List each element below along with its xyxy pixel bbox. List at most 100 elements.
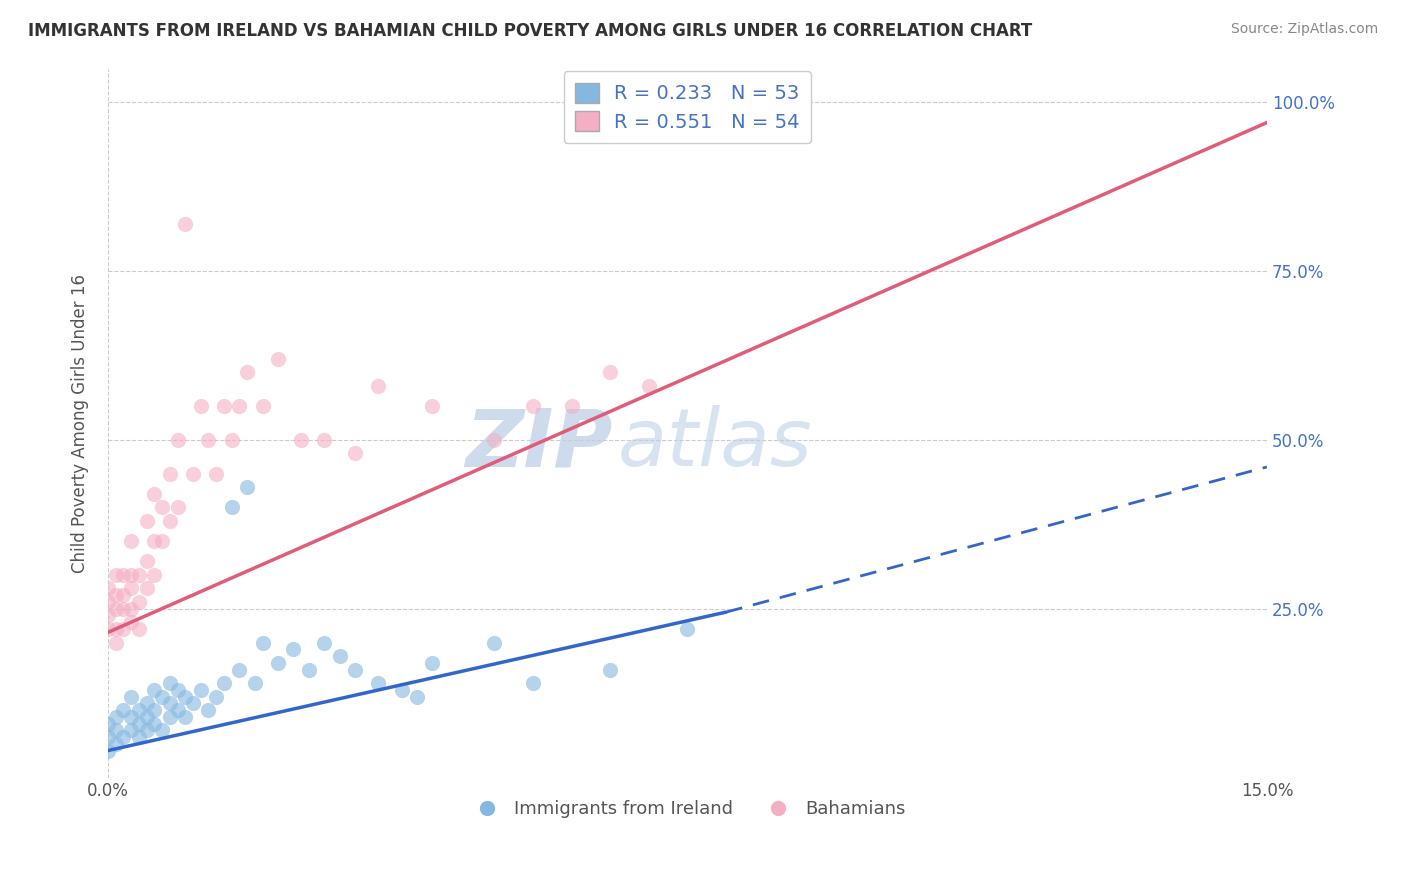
Point <box>290 433 312 447</box>
Point <box>314 635 336 649</box>
Point <box>128 703 150 717</box>
Point <box>135 514 157 528</box>
Point <box>143 703 166 717</box>
Point <box>159 710 181 724</box>
Point <box>344 446 367 460</box>
Point <box>522 399 544 413</box>
Point <box>150 723 173 738</box>
Point <box>104 588 127 602</box>
Point <box>329 648 352 663</box>
Point <box>181 696 204 710</box>
Point <box>181 467 204 481</box>
Point <box>120 582 142 596</box>
Point <box>120 534 142 549</box>
Point <box>205 467 228 481</box>
Point <box>484 433 506 447</box>
Point <box>97 582 120 596</box>
Point <box>298 663 321 677</box>
Point <box>599 663 621 677</box>
Point <box>120 568 142 582</box>
Point <box>212 676 235 690</box>
Point <box>159 696 181 710</box>
Point <box>243 676 266 690</box>
Point <box>97 730 120 744</box>
Point <box>190 399 212 413</box>
Point <box>422 399 444 413</box>
Point <box>120 601 142 615</box>
Point <box>150 534 173 549</box>
Point <box>344 663 367 677</box>
Point <box>150 500 173 515</box>
Point <box>143 682 166 697</box>
Point <box>135 710 157 724</box>
Legend: Immigrants from Ireland, Bahamians: Immigrants from Ireland, Bahamians <box>461 793 912 825</box>
Point <box>197 433 219 447</box>
Point <box>159 676 181 690</box>
Point <box>112 622 135 636</box>
Point <box>128 568 150 582</box>
Point <box>221 433 243 447</box>
Point <box>391 682 413 697</box>
Point <box>135 696 157 710</box>
Point <box>599 365 621 379</box>
Point <box>150 690 173 704</box>
Point <box>104 568 127 582</box>
Point <box>228 399 250 413</box>
Point <box>128 716 150 731</box>
Point <box>484 635 506 649</box>
Point <box>97 743 120 757</box>
Point <box>236 365 259 379</box>
Point <box>228 663 250 677</box>
Point <box>97 595 120 609</box>
Point <box>120 615 142 630</box>
Point <box>97 622 120 636</box>
Point <box>637 379 659 393</box>
Point <box>159 514 181 528</box>
Point <box>112 703 135 717</box>
Point <box>97 608 120 623</box>
Point <box>97 716 120 731</box>
Point <box>143 568 166 582</box>
Point <box>104 601 127 615</box>
Point <box>190 682 212 697</box>
Point <box>267 351 290 366</box>
Point <box>174 710 197 724</box>
Point <box>104 723 127 738</box>
Point <box>120 723 142 738</box>
Point <box>159 467 181 481</box>
Point <box>143 716 166 731</box>
Point <box>143 534 166 549</box>
Point <box>166 682 188 697</box>
Point <box>135 554 157 568</box>
Point <box>104 737 127 751</box>
Point <box>135 723 157 738</box>
Point <box>236 480 259 494</box>
Point <box>143 487 166 501</box>
Point <box>166 703 188 717</box>
Point <box>112 588 135 602</box>
Point <box>166 433 188 447</box>
Point <box>522 676 544 690</box>
Text: ZIP: ZIP <box>465 405 612 483</box>
Point <box>174 217 197 231</box>
Point <box>104 635 127 649</box>
Text: IMMIGRANTS FROM IRELAND VS BAHAMIAN CHILD POVERTY AMONG GIRLS UNDER 16 CORRELATI: IMMIGRANTS FROM IRELAND VS BAHAMIAN CHIL… <box>28 22 1032 40</box>
Text: atlas: atlas <box>617 405 813 483</box>
Point <box>406 690 429 704</box>
Point <box>283 642 305 657</box>
Point <box>267 656 290 670</box>
Point <box>676 622 699 636</box>
Point <box>367 676 389 690</box>
Point <box>422 656 444 670</box>
Point <box>561 399 583 413</box>
Point <box>166 500 188 515</box>
Point <box>252 635 274 649</box>
Point <box>135 582 157 596</box>
Point <box>104 710 127 724</box>
Point <box>112 730 135 744</box>
Point <box>128 730 150 744</box>
Point <box>221 500 243 515</box>
Point <box>128 622 150 636</box>
Point <box>314 433 336 447</box>
Point <box>120 690 142 704</box>
